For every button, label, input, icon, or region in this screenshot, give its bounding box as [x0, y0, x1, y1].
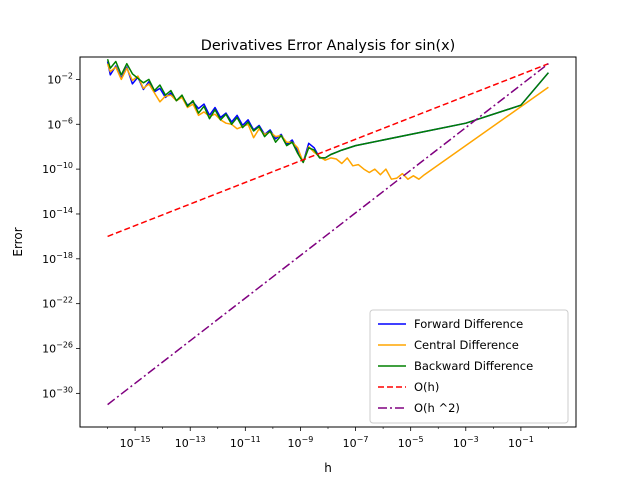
- y-tick-label: 10−6: [47, 116, 73, 131]
- legend-box: [369, 309, 569, 424]
- y-tick-label: 10−30: [42, 385, 73, 400]
- series-layer: [106, 58, 549, 406]
- x-tick-label: 10−13: [175, 435, 206, 450]
- legend-label: Backward Difference: [414, 359, 533, 373]
- y-axis-label: Error: [11, 227, 25, 256]
- x-tick-label: 10−7: [343, 435, 369, 450]
- chart-title: Derivatives Error Analysis for sin(x): [201, 38, 456, 54]
- x-tick-label: 10−3: [453, 435, 479, 450]
- y-tick-label: 10−22: [42, 296, 73, 311]
- series-line-backward-difference: [106, 58, 549, 164]
- y-axis: 10−2 10−6 10−10 10−14 10−18 10−22 10−26 10−30: [42, 71, 80, 400]
- x-tick-label: 10−15: [120, 435, 151, 450]
- y-tick-label: 10−14: [42, 206, 73, 221]
- x-tick-label: 10−9: [288, 435, 314, 450]
- series-line-o-h-2: [107, 63, 549, 406]
- y-tick-label: 10−18: [42, 251, 73, 266]
- x-axis-label: h: [324, 461, 332, 475]
- legend-label: O(h): [414, 380, 439, 394]
- x-tick-label: 10−1: [508, 435, 534, 450]
- legend: Forward Difference Central Difference Back…: [369, 309, 569, 424]
- x-axis: 10−15 10−13 10−11 10−9 10−7 10−5 10−3 10−1: [107, 427, 549, 450]
- series-line-o-h: [107, 63, 549, 238]
- y-tick-label: 10−2: [47, 71, 73, 86]
- x-tick-label: 10−11: [230, 435, 261, 450]
- legend-label: O(h ^2): [414, 401, 460, 415]
- y-tick-label: 10−26: [42, 341, 73, 356]
- legend-label: Forward Difference: [414, 317, 523, 331]
- legend-label: Central Difference: [414, 338, 519, 352]
- y-tick-label: 10−10: [42, 161, 73, 176]
- x-tick-label: 10−5: [398, 435, 424, 450]
